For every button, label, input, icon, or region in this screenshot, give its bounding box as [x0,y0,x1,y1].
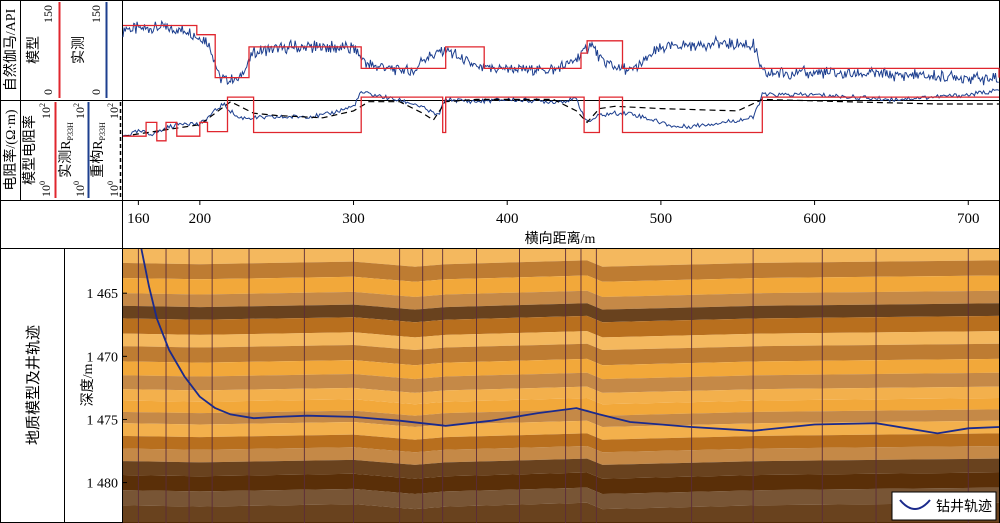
geology-layer-8 [123,343,999,366]
geology-layer-10 [123,372,999,393]
geology-layer-14 [123,420,999,440]
resistivity-model-scale-min-base: 10 [39,185,53,197]
geology-layer-15 [123,433,999,453]
x-tick-label-160: 160 [127,211,150,227]
resistivity-measured-scale-min-exp: 0 [72,181,81,185]
legend-trajectory-swatch [899,499,931,510]
resistivity-recon-scale-max-base: 10 [107,107,121,119]
resistivity-model-label: 模型电阻率 [21,115,38,185]
resistivity-measured-scale-min-base: 10 [73,185,87,197]
resistivity-recon-scale-max-exp: 2 [106,103,115,107]
gamma-plot [122,19,1000,86]
geology-layer-2 [123,260,999,282]
resistivity-measured-text: 实测R [58,140,74,178]
x-tick-label-300: 300 [342,211,365,227]
geology-plot [123,248,1000,523]
gamma-measured-scale-max: 150 [89,5,103,23]
resistivity-plot [122,88,1000,142]
gamma-model-line [123,24,1000,79]
depth-axis-label: 深度/m [80,364,96,407]
resistivity-recon-scale-min: 100 [106,181,121,197]
resistivity-model-scale-min-exp: 0 [38,181,47,185]
resistivity-model-line [123,96,999,142]
depth-tick-label-1475: 1 475 [87,413,119,428]
depth-tick-label-1465: 1 465 [87,287,119,302]
depth-axis: 1 465 1 470 1 475 1 480 [87,287,127,492]
x-axis-title: 横向距离/m [525,230,596,247]
x-tick-label-700: 700 [957,211,980,227]
resistivity-recon-scale-max: 102 [106,103,121,119]
x-tick-label-200: 200 [189,211,212,227]
resistivity-recon-sub: P33H [98,122,107,140]
geology-layer-5 [123,303,999,323]
geology-layer-3 [123,275,999,297]
gamma-measured-scale-min: 0 [89,89,103,95]
x-tick-label-400: 400 [496,211,519,227]
x-axis: 横向距离/m 160 200 300 400 500 600 700 [127,200,980,247]
geology-layer-7 [123,331,999,350]
resistivity-labels: 电阻率/(Ω·m) 模型电阻率 100 102 实测RP33H 100 102 … [2,102,122,198]
gamma-model-scale-max: 150 [41,5,55,23]
resistivity-measured-label: 实测RP33H [58,122,75,178]
gamma-labels: 自然伽马/API 模型 0 150 实测 0 150 [2,2,108,98]
gamma-group-label: 自然伽马/API [2,8,19,91]
resistivity-model-scale-max: 102 [38,103,53,119]
geology-layer-12 [123,398,999,416]
geology-layer-4 [123,290,999,310]
resistivity-recon-scale-min-exp: 0 [106,181,115,185]
resistivity-measured-scale-max-exp: 2 [72,103,81,107]
legend-box [891,491,997,521]
resistivity-measured-line [122,88,1000,137]
resistivity-recon-label: 重构RP33H [90,122,107,178]
geology-layer-19 [123,487,999,510]
geology-labels: 地质模型及井轨迹 深度/m [25,325,96,445]
x-tick-label-500: 500 [650,211,673,227]
resistivity-recon-scale-min-base: 10 [107,185,121,197]
depth-tick-label-1470: 1 470 [87,350,119,365]
resistivity-measured-scale-max-base: 10 [73,107,87,119]
depth-tick-label-1480: 1 480 [87,477,119,492]
resistivity-model-scale-max-base: 10 [39,107,53,119]
resistivity-measured-scale-min: 100 [72,181,87,197]
gamma-model-scale-min: 0 [41,89,55,95]
geology-layer-1 [123,249,999,267]
resistivity-measured-sub: P33H [66,122,75,140]
resistivity-group-label: 电阻率/(Ω·m) [2,109,19,191]
resistivity-measured-scale-max: 102 [72,103,87,119]
geology-layer-6 [123,315,999,338]
gamma-measured-line [122,19,999,86]
legend: 钻井轨迹 [891,491,997,521]
geology-layer-17 [123,458,999,479]
geology-layer-9 [123,358,999,380]
resistivity-model-scale-max-exp: 2 [38,103,47,107]
resistivity-model-scale-min: 100 [38,181,53,197]
geology-layer-11 [123,386,999,405]
resistivity-recon-text: 重构R [90,140,106,178]
geology-layer-20 [123,502,999,523]
geology-group-label: 地质模型及井轨迹 [25,325,42,445]
geology-layer-16 [123,446,999,465]
gamma-model-label: 模型 [26,36,42,64]
well-trajectory-line [140,248,1000,435]
geology-layer-13 [123,409,999,427]
resistivity-recon-line [122,98,999,137]
x-tick-label-600: 600 [803,211,826,227]
geology-layer-18 [123,472,999,494]
legend-trajectory-label: 钻井轨迹 [936,499,992,515]
gamma-measured-label: 实测 [71,36,87,64]
